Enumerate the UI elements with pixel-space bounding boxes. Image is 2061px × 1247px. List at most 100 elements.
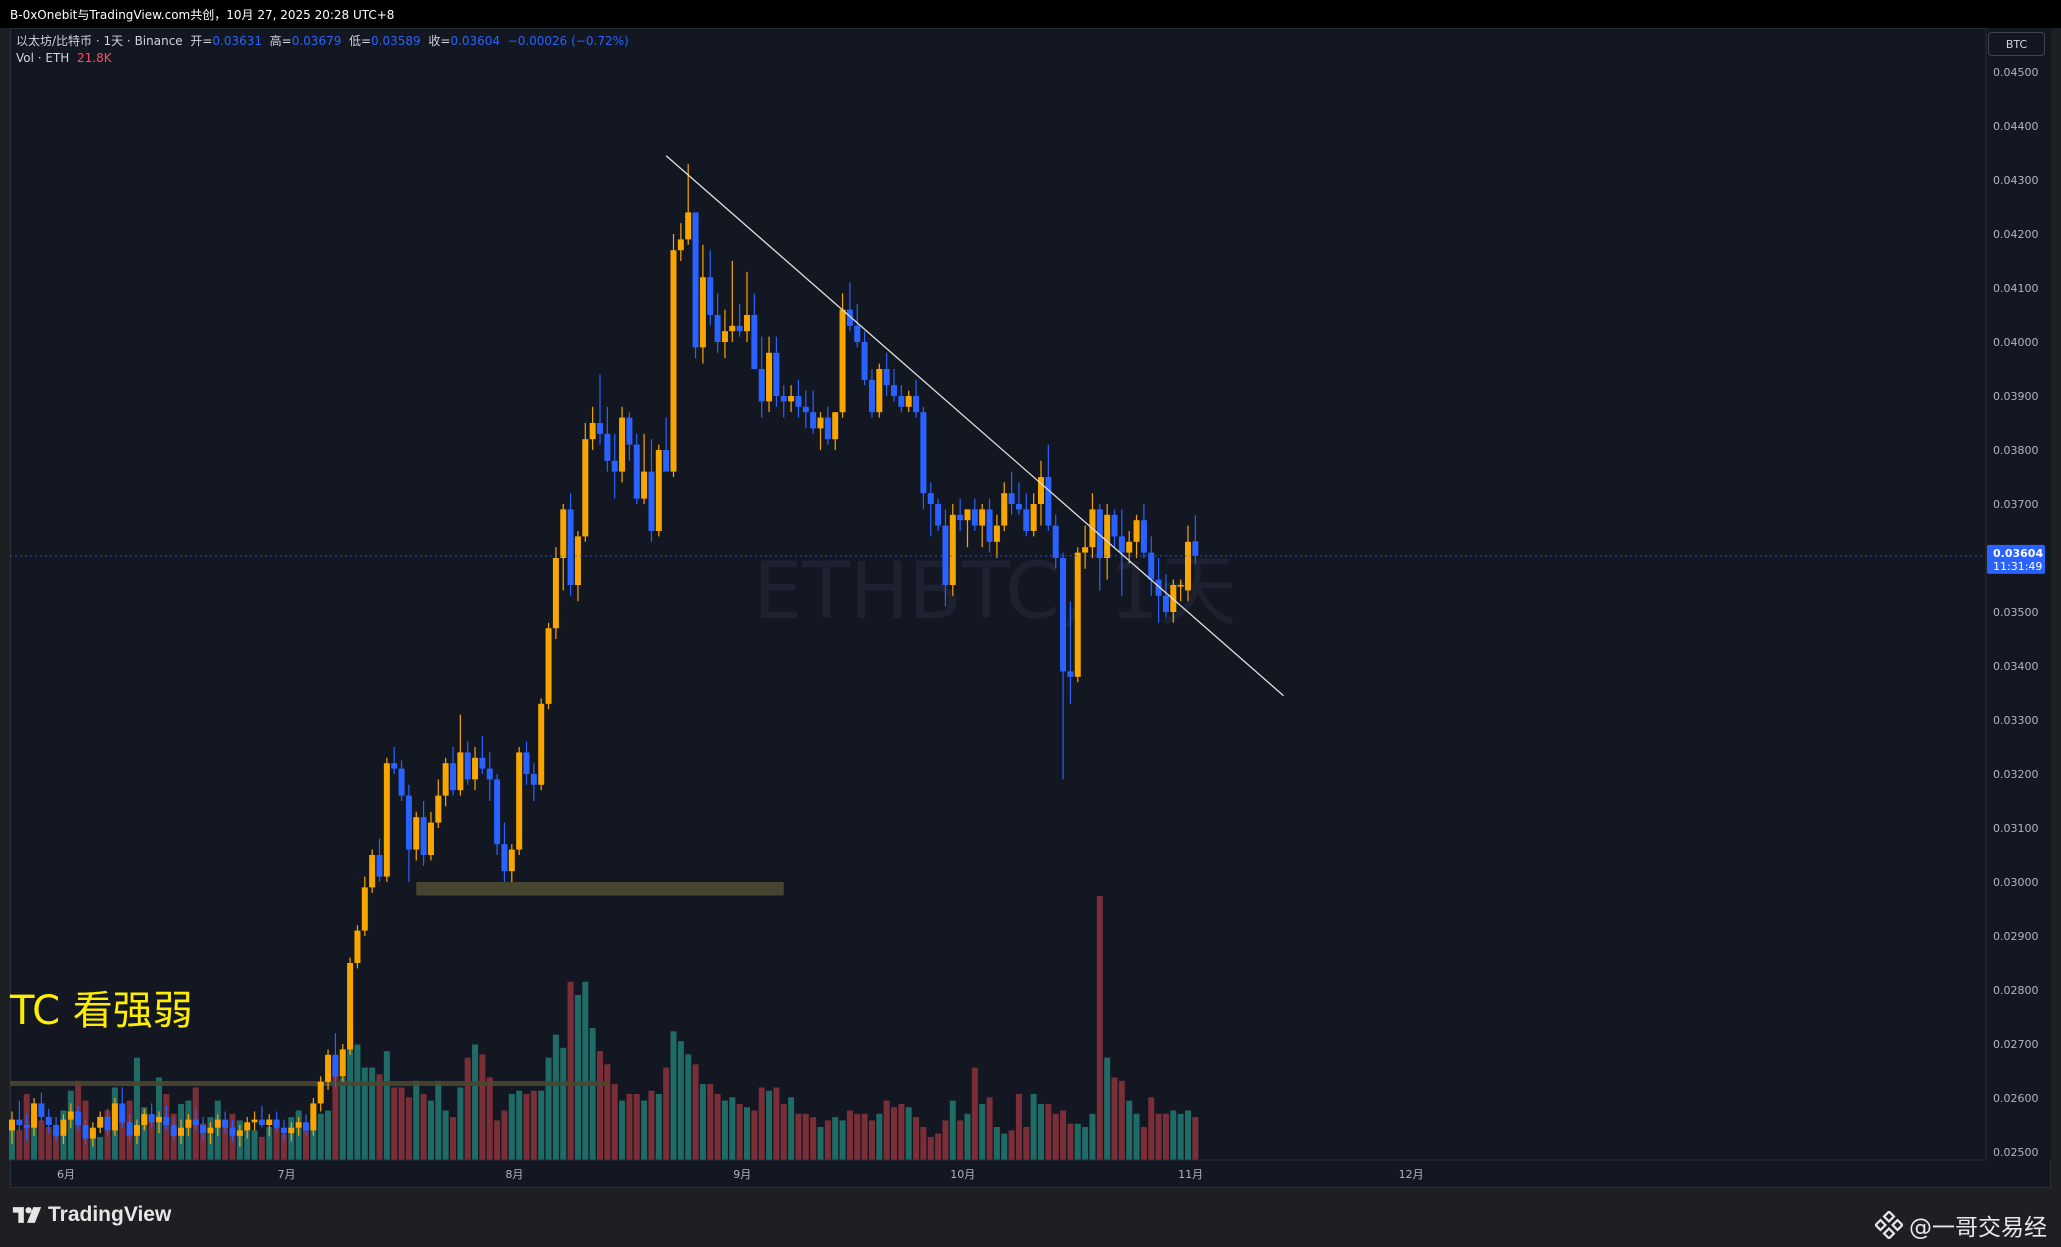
- candle-body: [1038, 477, 1044, 504]
- candle-body: [780, 396, 787, 402]
- volume-bar: [560, 1047, 567, 1160]
- currency-button[interactable]: BTC: [1988, 32, 2045, 56]
- candle-body: [802, 406, 809, 413]
- volume-bar: [361, 1067, 368, 1160]
- candle-body: [927, 493, 934, 504]
- candle-body: [251, 1119, 258, 1123]
- candle-body: [119, 1103, 126, 1123]
- last-price-label: 0.03604: [1993, 547, 2043, 560]
- author-handle: @一哥交易经: [1909, 1215, 2047, 1241]
- price-tick-label: 0.03500: [1993, 606, 2039, 619]
- candle-body: [185, 1119, 192, 1128]
- candle-body: [1008, 493, 1015, 504]
- volume-bar: [1133, 1113, 1140, 1160]
- volume-bar: [927, 1136, 934, 1160]
- volume-bar: [868, 1120, 875, 1160]
- candle-body: [971, 509, 978, 526]
- candle-body: [126, 1122, 133, 1136]
- candle-body: [530, 774, 537, 785]
- volume-bar: [883, 1100, 890, 1160]
- volume-bar: [876, 1113, 883, 1160]
- candle-body: [317, 1081, 324, 1104]
- candle-body: [1133, 520, 1140, 542]
- volume-bar: [714, 1094, 721, 1160]
- volume-bar: [655, 1094, 662, 1160]
- volume-bar: [1052, 1113, 1059, 1160]
- price-tick-label: 0.03300: [1993, 714, 2039, 727]
- volume-bar: [501, 1110, 508, 1160]
- candle-body: [663, 450, 670, 472]
- candle-body: [494, 779, 501, 845]
- candle-body: [574, 536, 581, 585]
- volume-bar: [1177, 1113, 1184, 1160]
- candle-body: [1030, 504, 1037, 531]
- candle-body: [891, 385, 897, 396]
- top-attribution-bar: B-0xOnebit与TradingView.com共创，10月 27, 202…: [0, 0, 2061, 28]
- candle-body: [957, 514, 964, 521]
- volume-bar: [582, 981, 589, 1160]
- candle-body: [699, 277, 706, 348]
- time-tick-label: 11月: [1178, 1168, 1203, 1181]
- volume-bar: [964, 1113, 971, 1160]
- candle-body: [1155, 579, 1162, 596]
- volume-bar: [141, 1107, 148, 1160]
- tradingview-logo[interactable]: TradingView: [12, 1203, 171, 1227]
- volume-bar: [898, 1103, 905, 1160]
- candle-body: [244, 1122, 251, 1131]
- volume-bar: [648, 1090, 655, 1160]
- candle-body: [604, 433, 611, 461]
- candle-body: [898, 396, 905, 407]
- volume-bar: [1023, 1127, 1030, 1160]
- candle-body: [964, 509, 971, 521]
- candle-body: [38, 1103, 45, 1117]
- candle-body: [1096, 509, 1103, 558]
- volume-bar: [949, 1100, 956, 1160]
- volume-bar: [523, 1094, 530, 1160]
- volume-bar: [1126, 1100, 1133, 1160]
- candle-body: [758, 369, 765, 402]
- volume-bar: [788, 1097, 795, 1160]
- binance-icon: [1875, 1211, 1903, 1239]
- price-tick-label: 0.04100: [1993, 282, 2039, 295]
- candle-body: [619, 417, 626, 472]
- candle-body: [1104, 514, 1111, 558]
- candle-body: [383, 763, 390, 877]
- volume-bar: [839, 1120, 846, 1160]
- candle-body: [141, 1114, 148, 1125]
- candle-body: [913, 396, 920, 413]
- candle-body: [1052, 525, 1059, 558]
- candle-body: [1082, 547, 1089, 553]
- symbol-line[interactable]: 以太坊/比特币 · 1天 · Binance: [16, 34, 183, 48]
- volume-bar: [383, 1051, 390, 1160]
- volume-row: Vol · ETH 21.8K: [16, 50, 629, 67]
- candle-body: [729, 325, 736, 332]
- volume-bar: [38, 1120, 45, 1160]
- candle-body: [163, 1116, 170, 1125]
- volume-bar: [1192, 1117, 1199, 1160]
- volume-bar: [303, 1127, 309, 1160]
- volume-label[interactable]: Vol · ETH: [16, 51, 70, 65]
- candle-body: [214, 1119, 221, 1128]
- candle-body: [339, 1049, 346, 1077]
- candle-body: [133, 1125, 140, 1136]
- volume-bar: [266, 1127, 273, 1160]
- candle-body: [16, 1119, 23, 1125]
- tradingview-logo-icon: [12, 1207, 42, 1223]
- volume-bar: [1015, 1094, 1022, 1160]
- candle-body: [266, 1119, 273, 1125]
- candle-body: [207, 1127, 214, 1134]
- candle-body: [442, 763, 449, 796]
- open-value: 0.03631: [212, 34, 263, 48]
- candle-body: [310, 1103, 317, 1131]
- price-tick-label: 0.03800: [1993, 444, 2039, 457]
- volume-bar: [854, 1113, 861, 1160]
- candle-body: [538, 703, 545, 785]
- ohlc-row: 以太坊/比特币 · 1天 · Binance 开=0.03631 高=0.036…: [16, 33, 629, 50]
- volume-bar: [420, 1094, 427, 1160]
- volume-bar: [861, 1113, 868, 1160]
- volume-bar: [1140, 1127, 1147, 1160]
- candle-body: [104, 1116, 111, 1131]
- candle-body: [736, 325, 743, 332]
- volume-bar: [464, 1057, 471, 1160]
